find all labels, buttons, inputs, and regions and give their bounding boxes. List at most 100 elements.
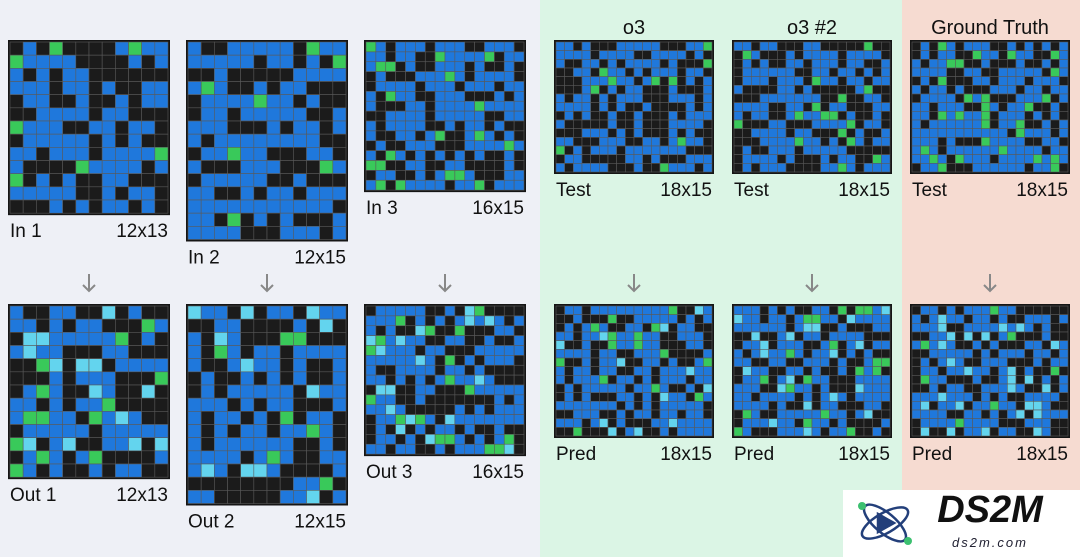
grid-cell [642,163,652,173]
grid-cell [1050,67,1060,77]
grid-cell [454,91,466,102]
grid-cell [306,371,320,386]
grid-cell [642,128,652,138]
grid-cell [955,41,965,51]
grid-cell [759,154,769,164]
grid-cell [200,463,215,478]
grid-cell [503,345,515,356]
grid-cell [513,315,525,327]
grid-cell [115,463,129,478]
grid-cell [484,100,495,112]
grid-cell [266,318,281,333]
grid-cell [555,119,565,129]
grid-cell [929,93,939,103]
grid-cell [573,93,583,103]
grid-cell [837,154,847,164]
grid-cell [811,340,821,350]
watermark-dot [904,537,912,545]
grid-cell [785,331,795,341]
grid-cell [375,394,387,406]
grid-cell [128,332,142,346]
grid-cell [474,170,485,181]
grid-cell [573,111,583,121]
grid-cell [214,120,228,135]
grid-cell [365,51,377,63]
grid-cell [872,41,882,51]
grid-cell [49,54,63,69]
grid-cell [319,41,334,56]
grid-cell [444,61,456,72]
grid-cell [395,179,406,191]
grid-cell [794,323,804,333]
grid-cell [415,434,426,445]
grid-cell [803,93,813,103]
grid-cell [253,226,268,240]
grid-cell [937,383,947,393]
grid-cell [564,145,574,155]
grid-cell [75,450,90,465]
grid-cell [785,137,795,147]
grid-cell [581,85,591,95]
grid-cell [293,226,307,240]
grid-cell [464,424,475,435]
grid-cell [293,107,307,122]
grid-cell [494,170,505,181]
grid-cell [1050,111,1060,121]
grid-cell [385,414,396,425]
grid-cell [855,366,865,376]
grid-cell [872,357,882,367]
grid-cell [375,345,387,356]
grid-cell [937,409,947,419]
grid-cell [405,100,416,112]
grid-cell [75,318,90,333]
grid-cell [503,91,515,102]
grid-cell [751,163,761,173]
grid-cell [141,424,156,438]
grid-cell [88,332,103,346]
grid-cell [395,434,406,445]
grid-cell [240,81,255,95]
grid-cell [777,59,787,69]
grid-cell [293,120,307,135]
grid-cell [659,85,669,95]
grid-cell [946,137,956,147]
grid-cell [332,81,347,95]
grid-cell [955,163,965,173]
grid-cell [911,375,921,385]
grid-cell [972,102,982,112]
grid-cell [573,340,583,350]
grid [364,40,526,193]
grid-cell [855,357,865,367]
grid-cell [415,325,426,336]
grid-cell [751,401,761,411]
grid-cell [685,349,695,359]
grid-cell [293,68,307,82]
grid-cell [607,154,617,164]
grid-cell [863,41,873,51]
grid-cell [306,41,320,56]
grid-cell [253,476,268,491]
grid-cell [88,68,103,82]
grid-cell [444,160,456,171]
grid-cell [768,331,778,341]
grid-cell [128,424,142,438]
grid-cell [668,50,678,60]
grid-cell [154,332,169,346]
grid-cell [424,424,436,435]
grid-cell [154,68,169,82]
grid-cell [405,394,416,406]
grid-cell [794,392,804,402]
grid-cell [633,111,643,121]
grid-cell [955,305,965,315]
grid-cell [616,128,626,138]
grid-cell [434,81,446,92]
grid-cell [187,199,202,214]
grid-cell [101,147,116,161]
grid-cell [564,427,574,437]
grid-cell [1015,357,1025,367]
grid-cell [513,100,525,112]
grid-cell [141,450,156,465]
grid-cell [981,383,991,393]
grid-cell [768,67,778,77]
grid-cell [9,160,24,174]
